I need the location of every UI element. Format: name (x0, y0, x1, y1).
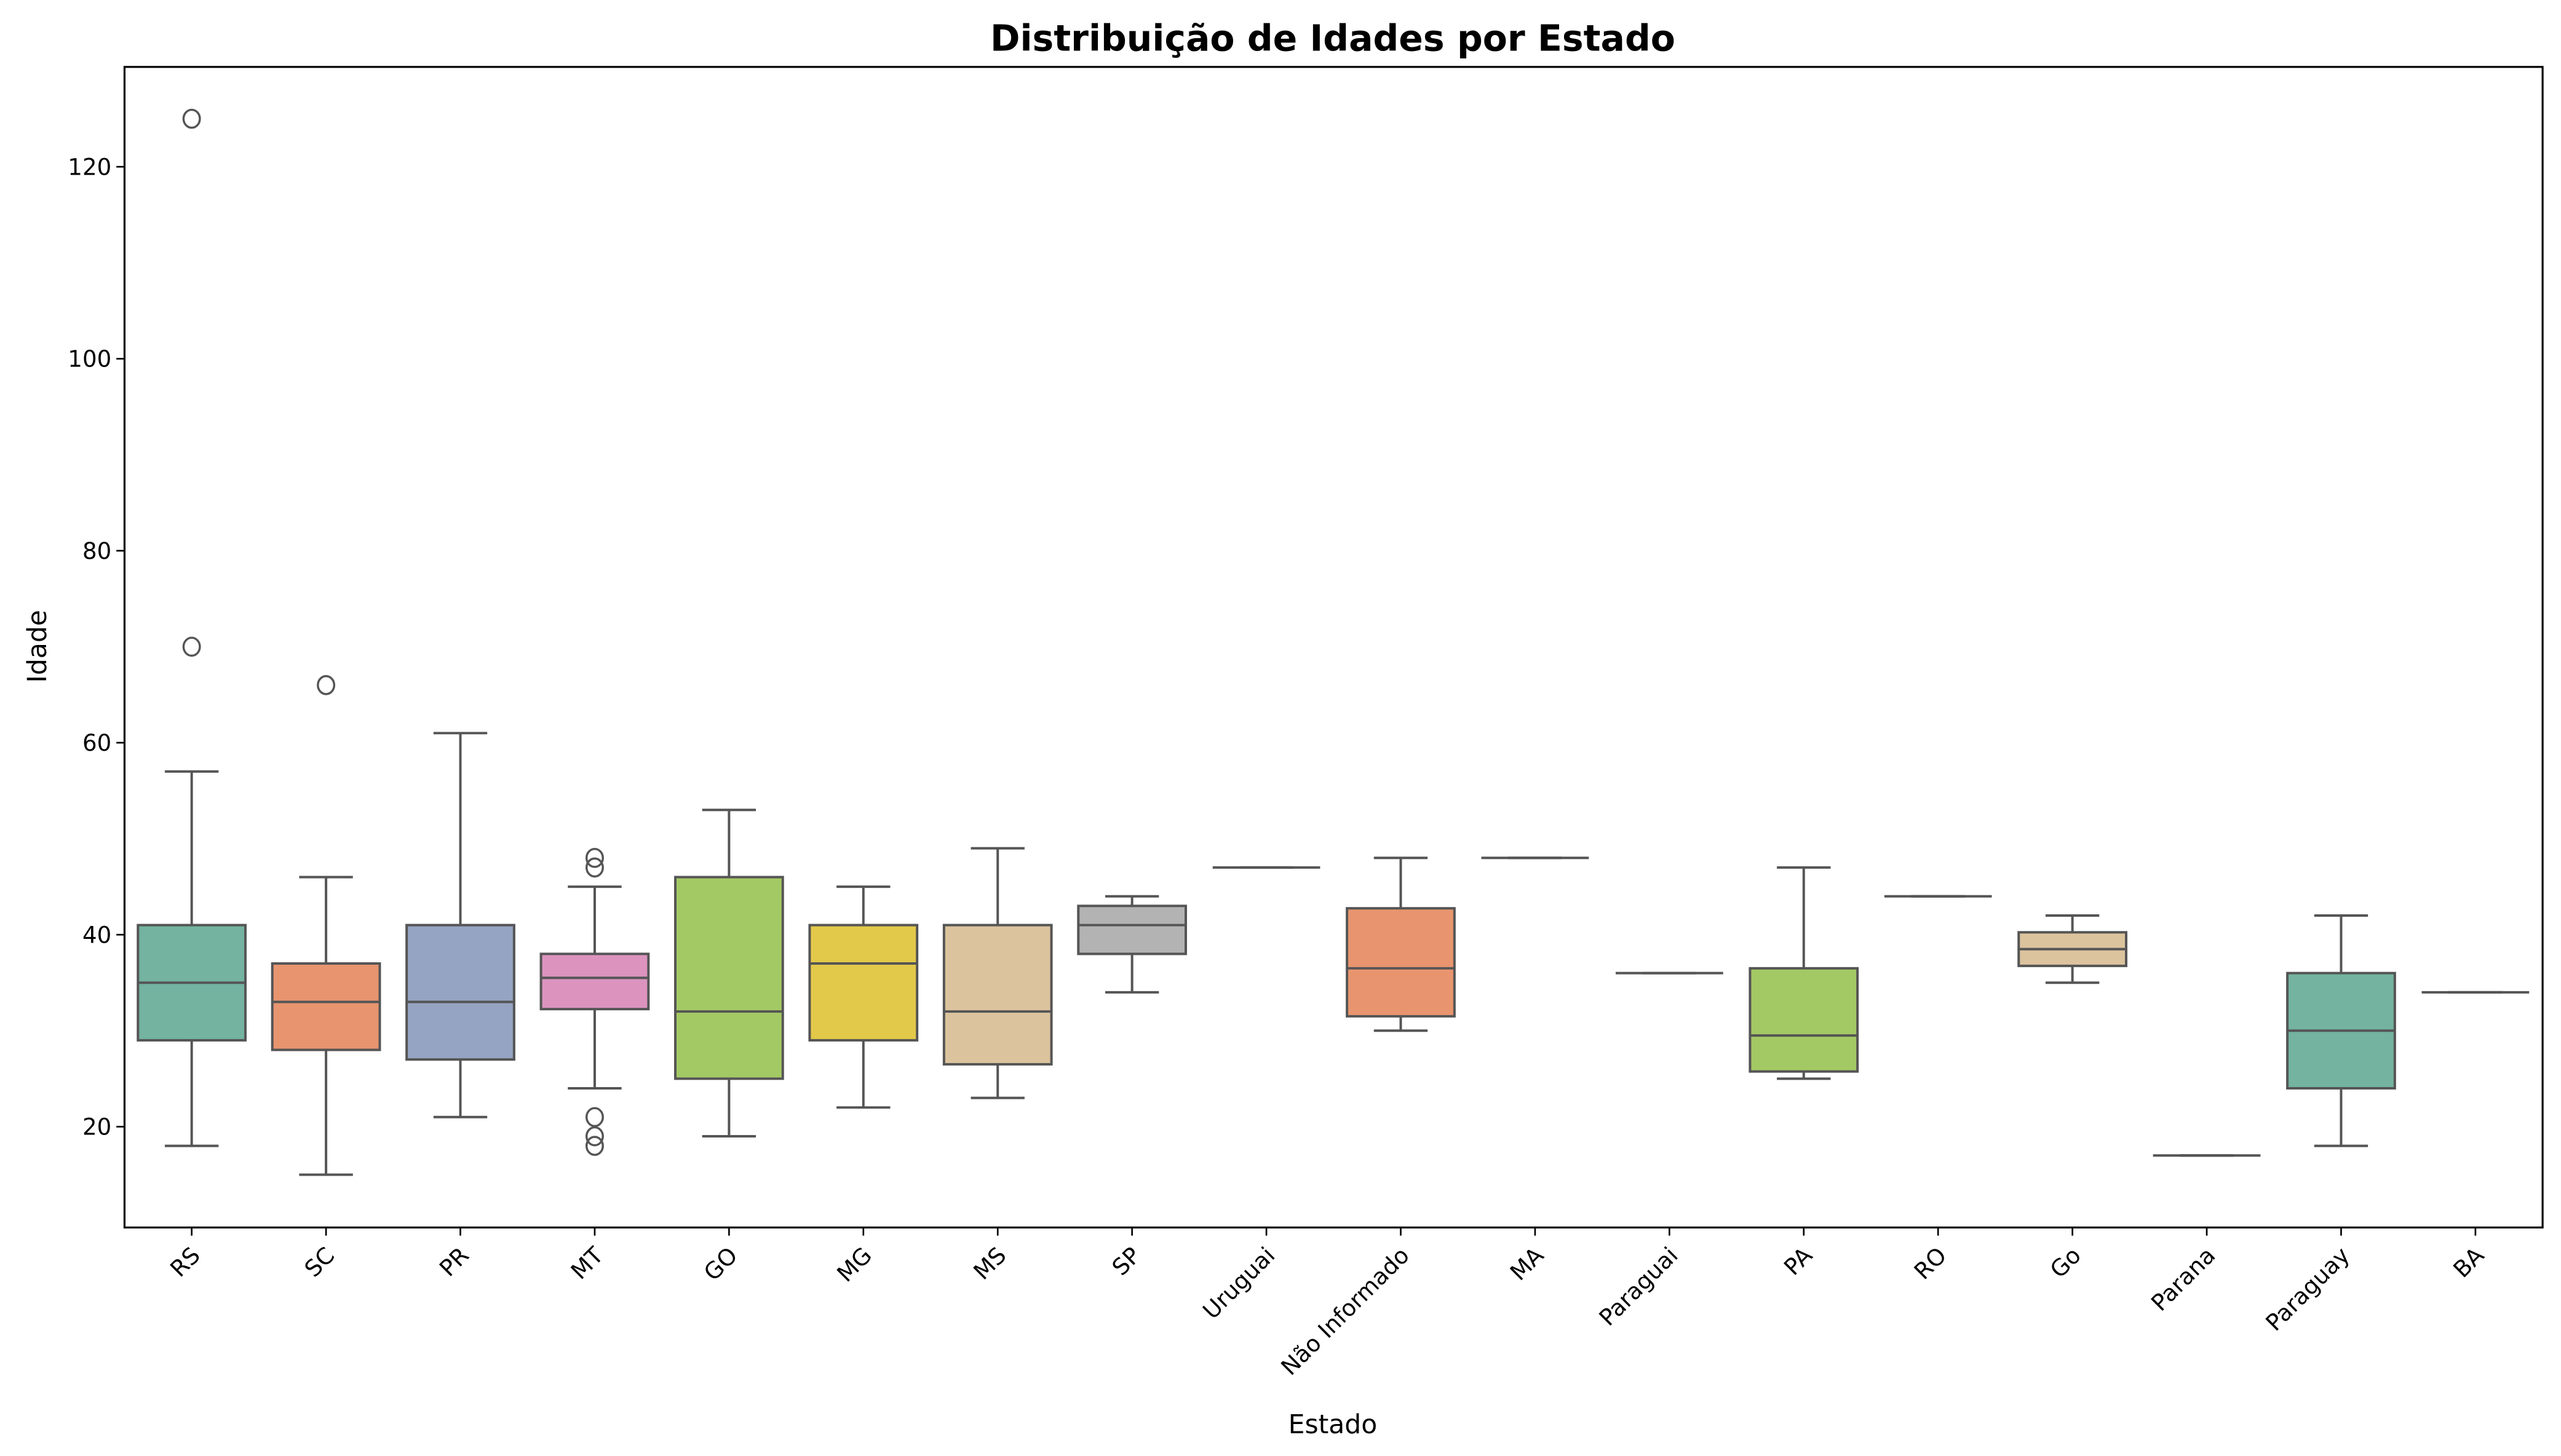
x-tick-label: PR (434, 1242, 474, 1282)
y-tick-label: 100 (68, 346, 111, 373)
chart-title: Distribuição de Idades por Estado (990, 17, 1675, 59)
box-pr: PR (405, 732, 515, 1282)
x-tick-label: MS (969, 1242, 1012, 1285)
box-paraguay: Paraguay (2261, 914, 2396, 1336)
x-tick-label: PA (1779, 1242, 1818, 1281)
x-tick-label: SC (300, 1242, 339, 1282)
iqr-box (674, 876, 784, 1080)
iqr-box (539, 952, 650, 1011)
outlier-point (585, 1107, 604, 1128)
x-tick-label: GO (699, 1242, 742, 1286)
x-tick-label: RS (165, 1242, 205, 1282)
y-axis-label: Idade (23, 610, 53, 683)
outlier-point (182, 108, 201, 129)
box-ba: BA (2421, 991, 2530, 1283)
x-tick-label: Uruguai (1198, 1242, 1280, 1324)
box-sc: SC (271, 675, 381, 1283)
box-go: GO (674, 809, 784, 1286)
box-não-informado: Não Informado (1276, 857, 1456, 1380)
x-tick-label: Paraguay (2261, 1242, 2355, 1336)
axes-frame (123, 66, 2544, 1228)
y-tick-label: 20 (82, 1114, 111, 1141)
x-tick-label: Paraguai (1594, 1242, 1683, 1331)
box-uruguai: Uruguai (1198, 866, 1320, 1324)
iqr-box (808, 924, 919, 1042)
x-tick-label: RO (1909, 1242, 1952, 1284)
x-tick-label: Não Informado (1276, 1242, 1415, 1380)
iqr-box (1749, 967, 1859, 1073)
iqr-box (1077, 904, 1188, 956)
y-tick-label: 80 (82, 538, 111, 564)
box-ma: MA (1481, 857, 1589, 1286)
box-mt: MT (539, 847, 650, 1284)
iqr-box (271, 962, 381, 1051)
outlier-point (182, 636, 201, 657)
outlier-point (585, 847, 604, 868)
outlier-point (585, 1136, 604, 1156)
x-tick-label: SP (1107, 1242, 1146, 1281)
iqr-box (1346, 907, 1456, 1018)
plot-area: 20 40 60 80 100 120 RS SC PR MT GO MG MS SP UruguaiNão… (68, 108, 2530, 1380)
x-axis-label: Estado (1288, 1410, 1378, 1440)
y-tick-label: 40 (82, 922, 111, 948)
outlier-point (317, 675, 336, 695)
y-tick-label: 120 (68, 154, 111, 180)
box-ms: MS (942, 847, 1053, 1285)
outlier-point (585, 1126, 604, 1147)
outlier-point (585, 857, 604, 878)
y-tick-label: 60 (82, 730, 111, 756)
iqr-box (405, 924, 515, 1061)
box-paraguai: Paraguai (1594, 971, 1723, 1331)
box-rs: RS (137, 108, 247, 1282)
x-tick-label: BA (2448, 1242, 2490, 1283)
x-tick-label: Parana (2146, 1242, 2220, 1316)
box-parana: Parana (2146, 1154, 2261, 1316)
box-pa: PA (1749, 866, 1859, 1281)
x-tick-label: MG (832, 1242, 877, 1287)
box-sp: SP (1077, 895, 1188, 1281)
x-tick-label: Go (2045, 1242, 2086, 1283)
iqr-box (942, 924, 1053, 1066)
x-tick-label: MA (1505, 1242, 1549, 1286)
x-tick-label: MT (566, 1242, 608, 1284)
box-ro: RO (1884, 895, 1992, 1284)
